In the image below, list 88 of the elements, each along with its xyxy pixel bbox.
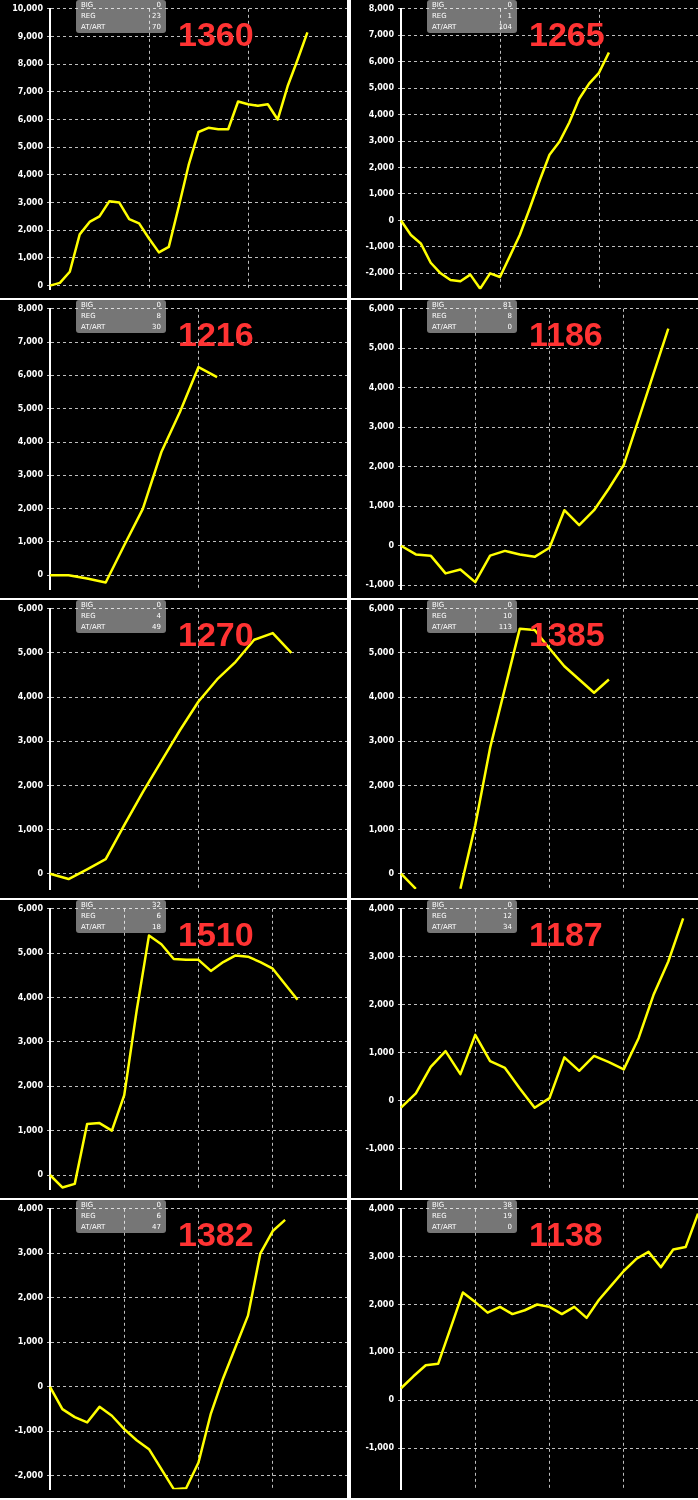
- y-tick-label: 5,000: [17, 648, 44, 658]
- y-tick-label: 2,000: [17, 1081, 44, 1091]
- y-tick-label: 5,000: [368, 343, 395, 353]
- y-tick-label: 1,000: [368, 1047, 395, 1057]
- y-tick-label: 10,000: [12, 3, 44, 13]
- y-tick-label: 1,000: [17, 536, 44, 546]
- y-tick-label: 8,000: [368, 3, 395, 13]
- y-tick-label: 4,000: [17, 437, 44, 447]
- y-tick-label: 0: [388, 1395, 395, 1405]
- chart-title: 1360: [178, 14, 254, 54]
- y-tick-label: 5,000: [17, 948, 44, 958]
- y-tick-label: 3,000: [368, 1251, 395, 1261]
- y-tick-label: -1,000: [365, 580, 395, 590]
- chart-title: 1265: [529, 14, 605, 54]
- y-tick-label: 0: [388, 540, 395, 550]
- y-tick-label: 1,000: [17, 824, 44, 834]
- y-tick-label: 8,000: [17, 59, 44, 69]
- y-tick-label: 4,000: [368, 382, 395, 392]
- y-tick-label: 6,000: [17, 114, 44, 124]
- y-tick-label: 2,000: [368, 162, 395, 172]
- y-tick-label: 1,000: [17, 1337, 44, 1347]
- y-tick-label: 1,000: [17, 253, 44, 262]
- y-tick-label: 2,000: [368, 999, 395, 1009]
- y-tick-label: 2,000: [17, 503, 44, 513]
- y-tick-label: 5,000: [17, 142, 44, 152]
- y-tick-label: 1,000: [368, 824, 395, 834]
- y-tick-label: -2,000: [14, 1470, 44, 1480]
- y-tick-label: 5,000: [368, 83, 395, 93]
- y-tick-label: 5,000: [17, 403, 44, 413]
- y-tick-label: 2,000: [17, 780, 44, 790]
- y-tick-label: 2,000: [368, 1299, 395, 1309]
- y-tick-label: 1,000: [368, 189, 395, 199]
- y-tick-label: 2,000: [17, 225, 44, 235]
- y-tick-label: 3,000: [368, 736, 395, 746]
- y-tick-label: 0: [37, 280, 44, 290]
- y-tick-label: 8,000: [17, 303, 44, 313]
- y-tick-label: 1,000: [17, 1125, 44, 1135]
- y-tick-label: 4,000: [368, 1203, 395, 1213]
- chart-title: 1510: [178, 914, 254, 954]
- y-tick-label: 4,000: [17, 692, 44, 702]
- y-tick-label: 0: [37, 868, 44, 878]
- y-tick-label: -1,000: [14, 1426, 44, 1436]
- y-tick-label: 3,000: [17, 1036, 44, 1046]
- y-tick-label: 3,000: [368, 951, 395, 961]
- y-tick-label: 5,000: [368, 648, 395, 658]
- y-tick-label: 4,000: [17, 992, 44, 1002]
- y-tick-label: -1,000: [365, 1143, 395, 1153]
- y-tick-label: 7,000: [368, 30, 395, 40]
- y-tick-label: 3,000: [368, 136, 395, 146]
- y-tick-label: 4,000: [17, 169, 44, 179]
- y-tick-label: 3,000: [17, 1248, 44, 1258]
- y-tick-label: 1,000: [368, 1347, 395, 1357]
- chart-title: 1270: [178, 614, 254, 654]
- y-tick-label: 1,000: [368, 501, 395, 511]
- y-tick-label: 3,000: [17, 470, 44, 480]
- y-tick-label: 6,000: [368, 56, 395, 66]
- chart-title: 1186: [529, 314, 603, 354]
- y-tick-label: 0: [37, 570, 44, 580]
- y-tick-label: 6,000: [17, 903, 44, 913]
- y-tick-label: -1,000: [365, 241, 395, 251]
- y-tick-label: 4,000: [368, 903, 395, 913]
- chart-title: 1382: [178, 1214, 254, 1254]
- y-tick-label: 3,000: [17, 736, 44, 746]
- y-tick-label: 0: [37, 1381, 44, 1391]
- y-tick-label: 7,000: [17, 337, 44, 347]
- y-tick-label: 9,000: [17, 31, 44, 41]
- y-tick-label: 0: [388, 1095, 395, 1105]
- y-tick-label: 7,000: [17, 86, 44, 96]
- y-tick-label: 4,000: [368, 109, 395, 119]
- chart-title: 1187: [529, 914, 603, 954]
- y-tick-label: 3,000: [368, 422, 395, 432]
- y-tick-label: 2,000: [17, 1292, 44, 1302]
- y-tick-label: 0: [388, 868, 395, 878]
- y-tick-label: 4,000: [17, 1203, 44, 1213]
- y-tick-label: 6,000: [368, 303, 395, 313]
- y-tick-label: -1,000: [365, 1443, 395, 1453]
- y-tick-label: 0: [37, 1170, 44, 1180]
- chart-title: 1138: [529, 1214, 603, 1254]
- y-tick-label: 2,000: [368, 461, 395, 471]
- y-tick-label: 4,000: [368, 692, 395, 702]
- y-tick-label: 3,000: [17, 197, 44, 207]
- y-tick-label: 2,000: [368, 780, 395, 790]
- chart-title: 1216: [178, 314, 254, 354]
- y-tick-label: 6,000: [368, 603, 395, 613]
- y-tick-label: 0: [388, 215, 395, 225]
- y-tick-label: 6,000: [17, 603, 44, 613]
- y-tick-label: 6,000: [17, 370, 44, 380]
- y-tick-label: -2,000: [365, 268, 395, 278]
